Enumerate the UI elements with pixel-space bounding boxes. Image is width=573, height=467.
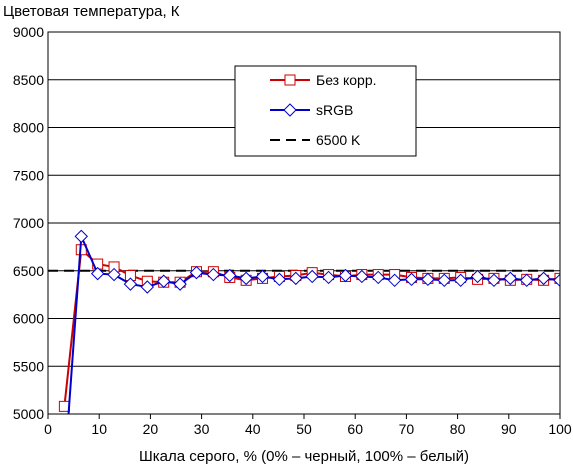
data-point-diamond [305,269,319,284]
data-point-diamond [453,273,468,288]
data-point-diamond [338,268,353,283]
data-point-diamond [107,267,121,282]
data-point-diamond [387,273,402,288]
x-tick-label: 100 [548,421,572,437]
x-tick-label: 0 [44,421,52,437]
x-axis-label: Шкала серого, % (0% – черный, 100% – бел… [139,448,469,465]
legend-box [234,65,417,157]
x-tick-label: 90 [501,421,517,437]
x-tick-label: 50 [296,421,312,437]
legend-label-reference: 6500 K [316,132,361,148]
y-tick-label: 6500 [13,263,44,279]
y-tick-label: 5500 [13,358,44,374]
x-tick-label: 10 [91,421,107,437]
data-point-diamond [536,271,551,286]
data-point-diamond [272,272,287,287]
data-point-diamond [520,273,534,288]
data-point-diamond [470,269,485,284]
data-point-diamond [371,270,385,285]
x-tick-label: 30 [194,421,210,437]
y-tick-label: 6000 [13,311,44,327]
legend-label-series-1: Без корр. [316,72,377,88]
y-tick-label: 7500 [13,167,44,183]
data-point-diamond [74,229,88,244]
x-tick-labels: 0 10 20 30 40 50 60 70 80 90 100 [44,414,572,437]
data-point-diamond [437,273,451,288]
legend: Без корр. sRGB 6500 K [234,65,417,157]
legend-marker-square [284,74,296,86]
data-point-diamond [321,270,336,285]
x-tick-label: 60 [347,421,363,437]
data-point-diamond [157,274,171,288]
series-layer [48,229,560,414]
x-tick-label: 40 [245,421,261,437]
x-tick-label: 70 [399,421,415,437]
x-tick-label: 20 [143,421,159,437]
data-point-diamond [123,277,138,291]
data-point-diamond [421,272,435,287]
legend-marker-diamond [283,103,297,117]
legend-label-series-2: sRGB [316,102,353,118]
chart-title: Цветовая температура, К [3,3,180,20]
data-point-diamond [173,277,187,291]
data-point-diamond [503,271,518,286]
y-tick-label: 8500 [13,72,44,88]
x-tick-label: 80 [450,421,466,437]
y-tick-label: 5000 [13,406,44,422]
data-point-diamond [255,269,270,284]
data-point-diamond [90,266,105,281]
data-point-diamond [289,271,303,286]
y-tick-label: 7000 [13,215,44,231]
data-point-diamond [206,267,221,282]
plot-area [48,229,560,414]
data-point-diamond [223,268,237,283]
data-point-diamond [189,265,204,280]
data-point-diamond [404,272,419,287]
data-point-diamond [140,280,155,294]
y-tick-label: 9000 [13,24,44,40]
data-point-diamond [239,271,253,286]
y-tick-labels: 5000 5500 6000 6500 7000 7500 8000 8500 9000 [13,24,44,422]
data-point-diamond [355,269,369,284]
data-point-diamond [487,273,501,288]
plot-frame [47,31,561,415]
data-point-diamond [553,273,560,288]
y-tick-label: 8000 [13,120,44,136]
